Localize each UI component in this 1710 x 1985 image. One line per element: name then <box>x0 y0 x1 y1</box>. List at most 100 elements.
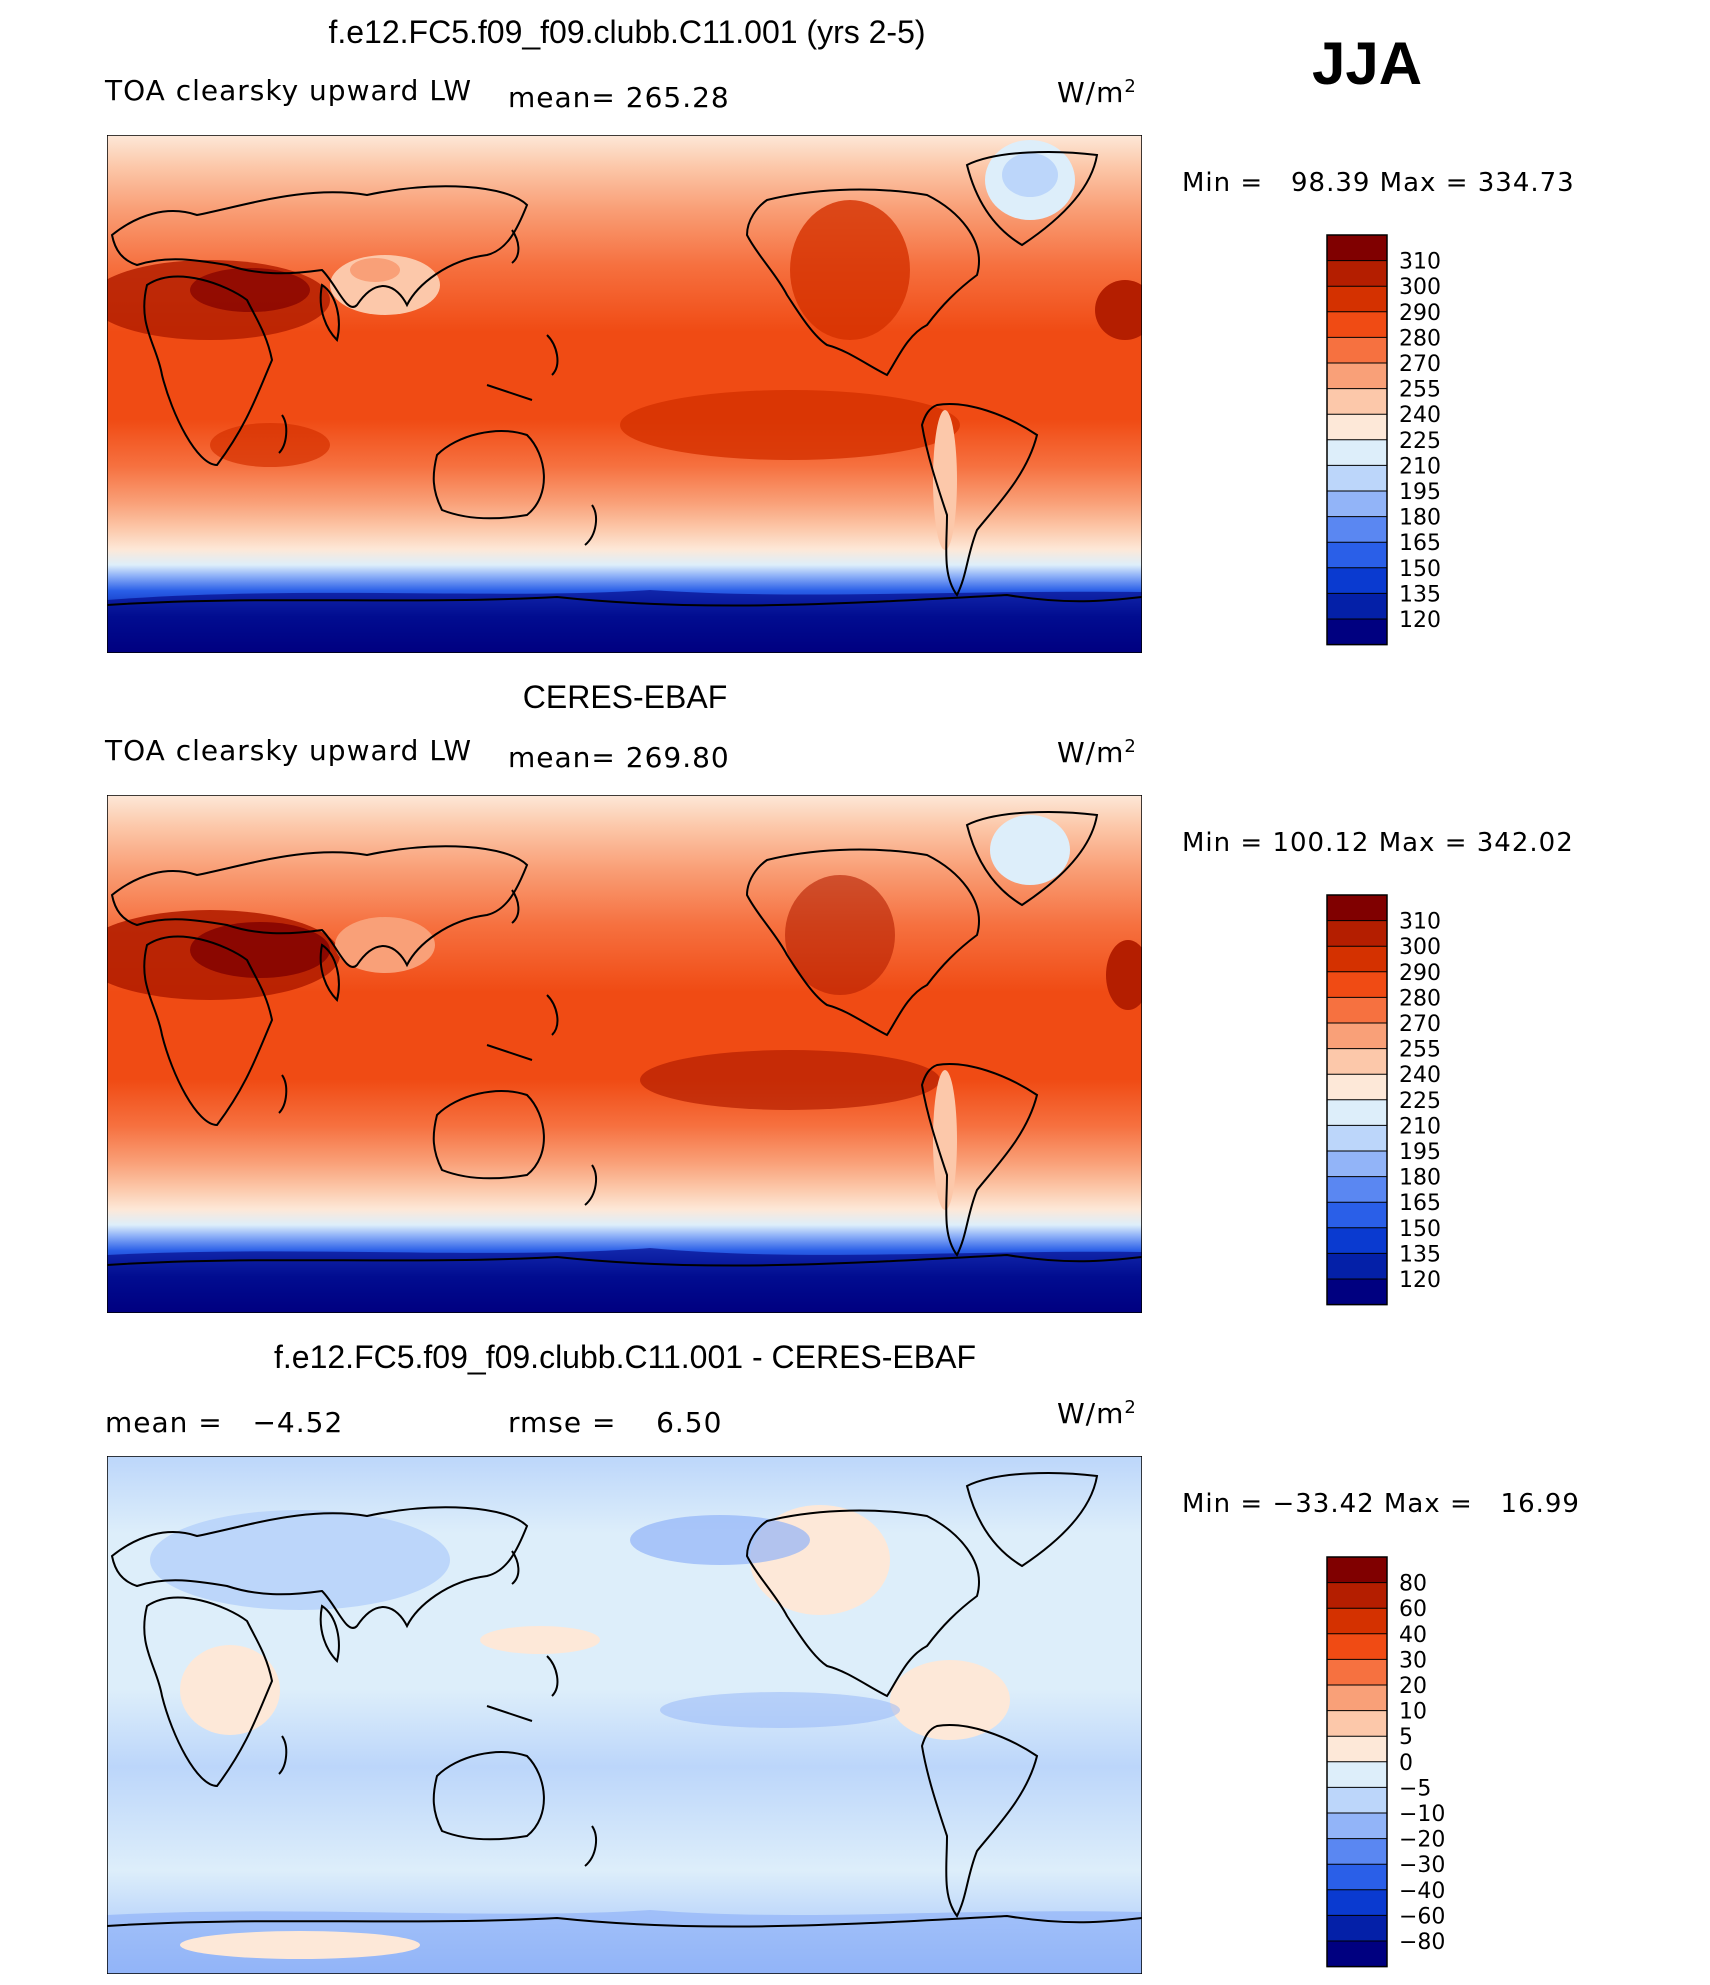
colorbar-2-swatch <box>1327 1125 1387 1152</box>
colorbar-3-tick-label: 10 <box>1399 1700 1427 1725</box>
colorbar-2-tick-label: 280 <box>1399 986 1441 1011</box>
colorbar-3-tick-label: −80 <box>1399 1930 1445 1955</box>
colorbar-2-tick-label: 310 <box>1399 910 1441 935</box>
colorbar-1-swatch <box>1327 593 1387 620</box>
panel-model: f.e12.FC5.f09_f09.clubb.C11.001 (yrs 2-5… <box>104 14 1575 653</box>
colorbar-1-tick-label: 225 <box>1399 429 1441 454</box>
colorbar-3-tick-label: −10 <box>1399 1802 1445 1827</box>
colorbar-2-swatch <box>1327 1099 1387 1126</box>
colorbar-3-tick-label: 0 <box>1399 1751 1413 1776</box>
colorbar-1-tick-label: 255 <box>1399 378 1441 403</box>
panel-3-minmax: Min = −33.42 Max = 16.99 <box>1182 1489 1580 1519</box>
colorbar-3-frame <box>1326 1556 1388 1968</box>
colorbar-3-swatch <box>1327 1864 1387 1891</box>
colorbar-2-tick-label: 150 <box>1399 1217 1441 1242</box>
colorbar-3-swatch <box>1327 1915 1387 1942</box>
colorbar-2-swatch <box>1327 1048 1387 1075</box>
colorbar-1-swatch <box>1327 311 1387 338</box>
colorbar-1-tick-label: 300 <box>1399 275 1441 300</box>
panel-2-map <box>107 795 1142 1313</box>
colorbar-1-swatch <box>1327 619 1387 646</box>
colorbar-1-swatch <box>1327 235 1387 262</box>
panel-2-units: W/m2 <box>1057 736 1137 770</box>
panel-2-variable-label: TOA clearsky upward LW <box>104 734 472 767</box>
colorbar-1-swatch <box>1327 388 1387 415</box>
colorbar-1-swatch <box>1327 414 1387 441</box>
colorbar-3-swatch <box>1327 1787 1387 1814</box>
colorbar-3-tick-label: 20 <box>1399 1674 1427 1699</box>
colorbar-2-swatch <box>1327 895 1387 922</box>
panel-3-map <box>107 1456 1142 1974</box>
colorbar-1-tick-label: 135 <box>1399 582 1441 607</box>
colorbar-2-tick-label: 240 <box>1399 1063 1441 1088</box>
panel-1-minmax: Min = 98.39 Max = 334.73 <box>1182 168 1575 198</box>
colorbar-1-tick-label: 180 <box>1399 506 1441 531</box>
colorbar-2-tick-label: 120 <box>1399 1268 1441 1293</box>
colorbar-3-swatch <box>1327 1685 1387 1712</box>
colorbar-1-swatch <box>1327 516 1387 543</box>
panel-1-mean: mean= 265.28 <box>508 81 730 114</box>
colorbar-1-swatch <box>1327 491 1387 518</box>
colorbar-3-swatch <box>1327 1889 1387 1916</box>
panel-2-minmax: Min = 100.12 Max = 342.02 <box>1182 828 1574 858</box>
panel-2-mean: mean= 269.80 <box>508 741 730 774</box>
colorbar-1-tick-label: 310 <box>1399 250 1441 275</box>
colorbar-3-tick-label: −30 <box>1399 1853 1445 1878</box>
colorbar-2-tick-label: 255 <box>1399 1038 1441 1063</box>
colorbar-3-tick-label: −40 <box>1399 1879 1445 1904</box>
colorbar-2-swatch <box>1327 920 1387 947</box>
colorbar-3-tick-label: 80 <box>1399 1572 1427 1597</box>
colorbar-1-swatch <box>1327 465 1387 492</box>
colorbar-1-tick-label: 290 <box>1399 301 1441 326</box>
colorbar-3-swatch <box>1327 1582 1387 1609</box>
colorbar-2-swatch <box>1327 1151 1387 1178</box>
colorbar-1-swatch <box>1327 363 1387 390</box>
colorbar-2-swatch <box>1327 1176 1387 1203</box>
colorbar-1-tick-label: 165 <box>1399 531 1441 556</box>
colorbar-2-tick-label: 300 <box>1399 935 1441 960</box>
colorbar-3-swatch <box>1327 1710 1387 1737</box>
colorbar-3-swatch <box>1327 1659 1387 1686</box>
season-label: JJA <box>1312 30 1422 97</box>
colorbar-2-swatch <box>1327 971 1387 998</box>
panel-1-variable-label: TOA clearsky upward LW <box>104 74 472 107</box>
colorbar-3-swatch <box>1327 1761 1387 1788</box>
colorbar-3-swatch <box>1327 1736 1387 1763</box>
panel-1-title: f.e12.FC5.f09_f09.clubb.C11.001 (yrs 2-5… <box>328 14 925 50</box>
colorbar-3-tick-label: 5 <box>1399 1725 1413 1750</box>
colorbar-3-swatch <box>1327 1941 1387 1968</box>
colorbar-2-frame <box>1326 894 1388 1306</box>
colorbar-1: 3103002902802702552402252101951801651501… <box>1326 234 1441 646</box>
colorbar-1-frame <box>1326 234 1388 646</box>
colorbars: 3103002902802702552402252101951801651501… <box>1326 234 1445 1968</box>
colorbar-3-swatch <box>1327 1608 1387 1635</box>
colorbar-1-tick-label: 280 <box>1399 326 1441 351</box>
colorbar-1-swatch <box>1327 567 1387 594</box>
colorbar-1-tick-label: 120 <box>1399 608 1441 633</box>
colorbar-2-tick-label: 210 <box>1399 1114 1441 1139</box>
colorbar-2-tick-label: 195 <box>1399 1140 1441 1165</box>
panel-3-units: W/m2 <box>1057 1397 1137 1431</box>
colorbar-2-swatch <box>1327 1023 1387 1050</box>
colorbar-3-swatch <box>1327 1557 1387 1584</box>
colorbar-3-swatch <box>1327 1633 1387 1660</box>
colorbar-1-tick-label: 150 <box>1399 557 1441 582</box>
colorbar-1-swatch <box>1327 439 1387 466</box>
colorbar-2-swatch <box>1327 1074 1387 1101</box>
panel-2-title: CERES-EBAF <box>523 679 727 715</box>
panel-3-mean: mean = −4.52 <box>105 1406 343 1439</box>
colorbar-1-tick-label: 210 <box>1399 454 1441 479</box>
colorbar-2-tick-label: 165 <box>1399 1191 1441 1216</box>
panel-3-title: f.e12.FC5.f09_f09.clubb.C11.001 - CERES-… <box>274 1339 976 1375</box>
colorbar-2-swatch <box>1327 1202 1387 1229</box>
colorbar-2-tick-label: 135 <box>1399 1242 1441 1267</box>
colorbar-3-tick-label: 40 <box>1399 1623 1427 1648</box>
colorbar-1-tick-label: 270 <box>1399 352 1441 377</box>
colorbar-2: 3103002902802702552402252101951801651501… <box>1326 894 1441 1306</box>
colorbar-3-tick-label: −60 <box>1399 1904 1445 1929</box>
colorbar-2-swatch <box>1327 1253 1387 1280</box>
colorbar-2-swatch <box>1327 1279 1387 1306</box>
colorbar-2-tick-label: 225 <box>1399 1089 1441 1114</box>
